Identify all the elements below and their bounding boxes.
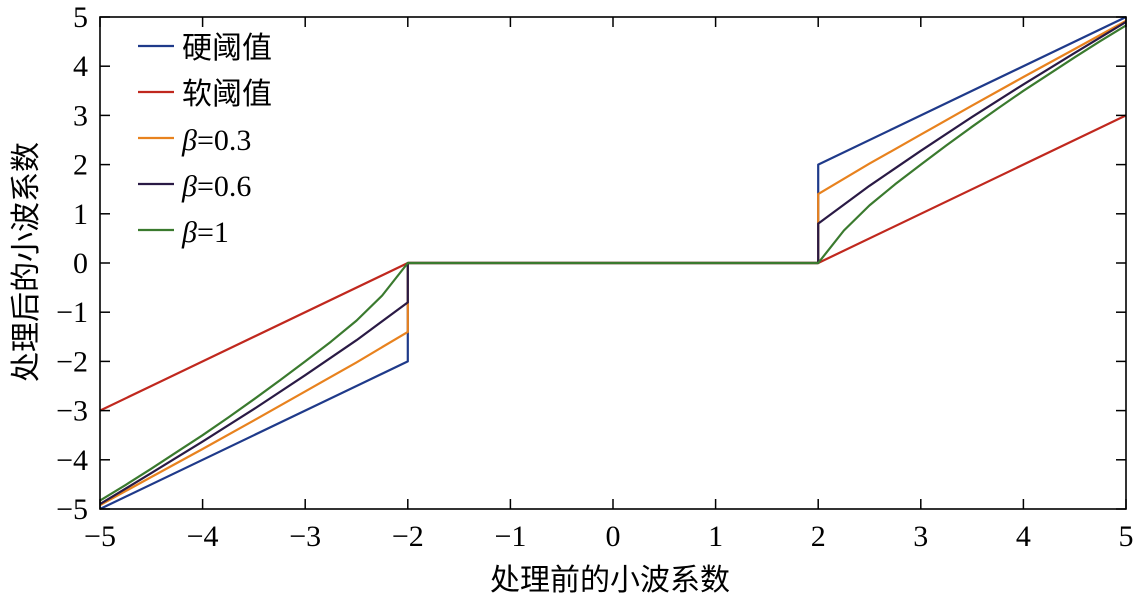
- legend-label-2: β=0.3: [181, 124, 251, 157]
- x-tick-label-2: −3: [289, 520, 321, 553]
- x-tick-label-8: 3: [913, 520, 928, 553]
- legend-label-1: 软阈值: [182, 77, 272, 112]
- y-tick-label-8: 3: [73, 99, 88, 132]
- y-tick-label-1: −4: [56, 444, 88, 477]
- x-tick-label-6: 1: [708, 520, 723, 553]
- y-tick-label-2: −3: [56, 395, 88, 428]
- x-tick-label-3: −2: [392, 520, 424, 553]
- x-tick-label-1: −4: [187, 520, 219, 553]
- legend-label-3: β=0.6: [181, 170, 251, 203]
- legend-label-4: β=1: [181, 216, 229, 249]
- y-tick-label-9: 4: [73, 50, 88, 83]
- y-tick-label-7: 2: [73, 149, 88, 182]
- y-tick-label-5: 0: [73, 247, 88, 280]
- x-axis-title: 处理前的小波系数: [490, 563, 730, 597]
- y-tick-label-4: −1: [56, 296, 88, 329]
- x-tick-label-10: 5: [1119, 520, 1134, 553]
- series-line-4: [99, 24, 1127, 502]
- x-tick-label-0: −5: [84, 520, 116, 553]
- y-tick-label-6: 1: [73, 198, 88, 231]
- legend-label-0: 硬阈值: [182, 31, 272, 66]
- y-axis-title: 处理后的小波系数: [9, 142, 44, 382]
- x-tick-label-9: 4: [1016, 520, 1031, 553]
- x-tick-label-4: −1: [494, 520, 526, 553]
- y-tick-label-0: −5: [56, 493, 88, 526]
- x-tick-label-5: 0: [606, 520, 621, 553]
- x-tick-label-7: 2: [811, 520, 826, 553]
- y-tick-label-10: 5: [73, 1, 88, 34]
- y-tick-label-3: −2: [56, 345, 88, 378]
